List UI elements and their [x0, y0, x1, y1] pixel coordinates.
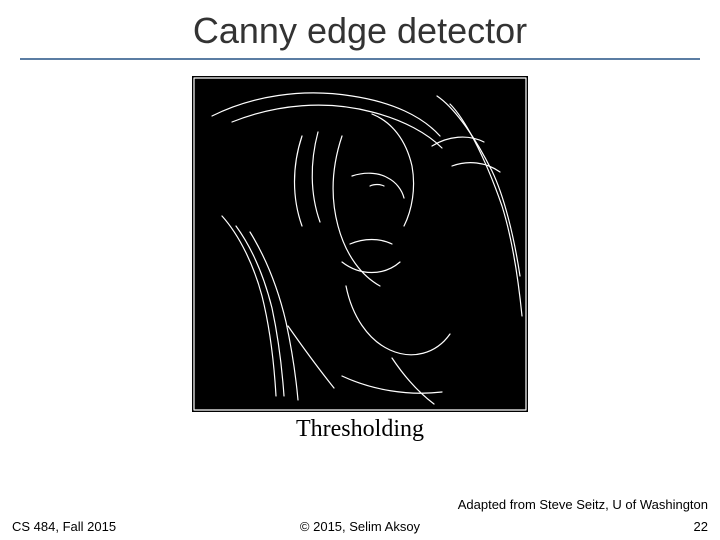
edge-contour: [194, 78, 526, 410]
edge-contour: [392, 358, 434, 404]
edge-contour: [342, 262, 400, 273]
footer-copyright: © 2015, Selim Aksoy: [0, 519, 720, 534]
edge-contour: [370, 185, 384, 187]
title-divider: [20, 58, 700, 60]
edge-output-image: [192, 76, 528, 412]
slide: Canny edge detector Thresholding Adapted…: [0, 0, 720, 540]
footer-page-number: 22: [694, 519, 708, 534]
edge-contour: [333, 136, 380, 286]
edge-contour: [212, 93, 440, 136]
edge-contour: [452, 163, 500, 172]
figure-caption: Thresholding: [0, 416, 720, 443]
edge-contour: [236, 226, 284, 396]
edge-contour: [342, 376, 442, 393]
edge-contour: [352, 173, 404, 198]
edge-contour: [450, 104, 522, 316]
attribution-text: Adapted from Steve Seitz, U of Washingto…: [458, 497, 708, 512]
figure-container: [0, 76, 720, 412]
edge-contour: [346, 286, 450, 355]
edge-contour: [372, 114, 414, 226]
edge-contour: [295, 136, 303, 226]
edge-contour: [350, 240, 392, 245]
edge-contour: [222, 216, 276, 396]
edge-contours-svg: [192, 76, 528, 412]
slide-title: Canny edge detector: [0, 0, 720, 52]
edge-contour: [312, 132, 320, 222]
edge-contour: [232, 105, 442, 148]
edge-contour: [437, 96, 520, 276]
edge-contour: [288, 326, 334, 388]
